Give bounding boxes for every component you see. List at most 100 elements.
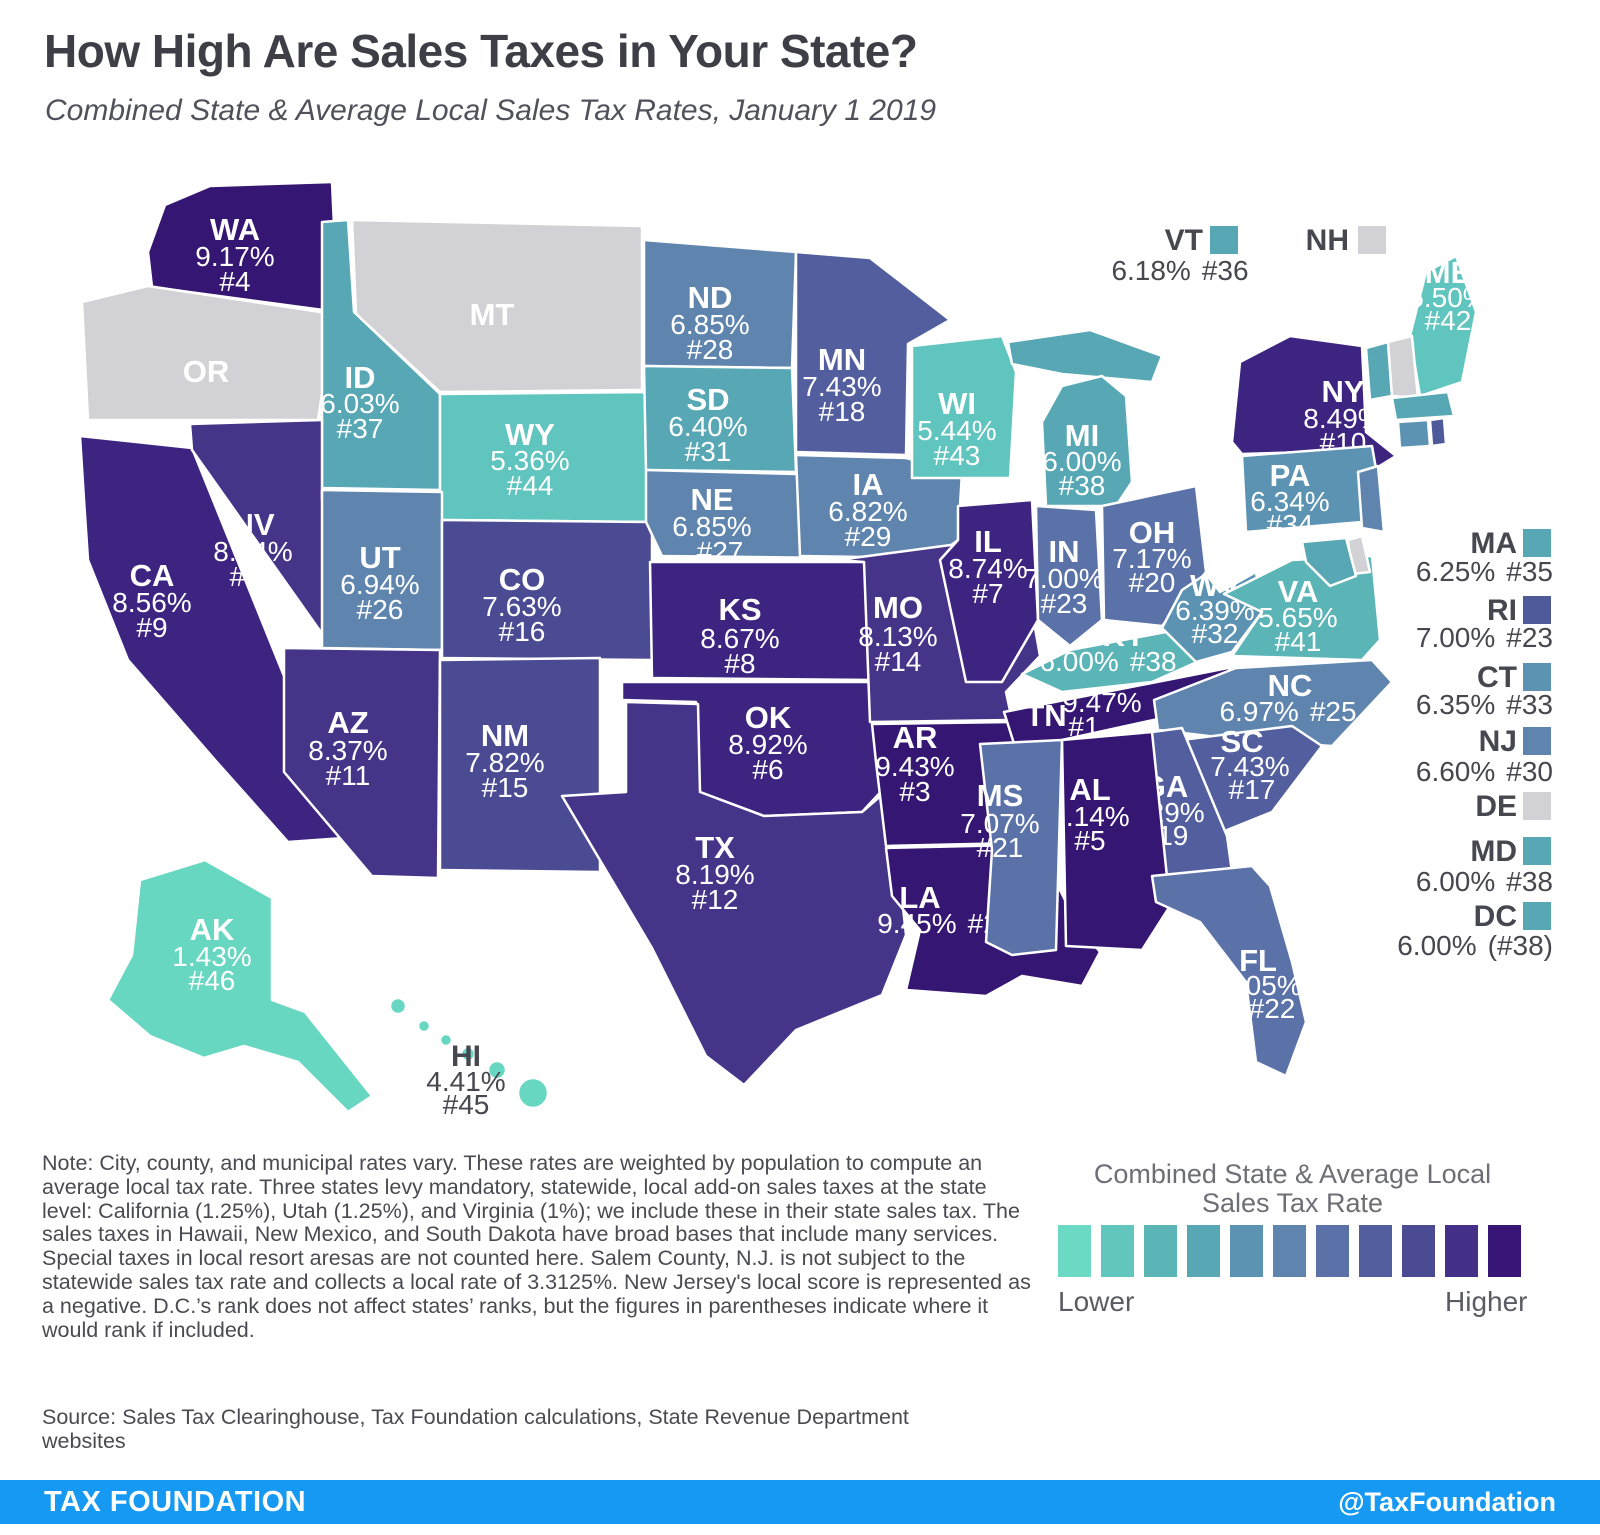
state-pa-rate: 6.34% — [1250, 486, 1329, 517]
state-ms-rank: #21 — [977, 832, 1024, 863]
state-co-abbr: CO — [499, 562, 546, 597]
state-az-abbr: AZ — [327, 705, 368, 740]
state-il-abbr: IL — [974, 524, 1002, 559]
page-title: How High Are Sales Taxes in Your State? — [44, 25, 918, 77]
state-ks: KS 8.67% #8 — [648, 560, 876, 682]
state-wy: WY 5.36% #44 — [438, 390, 654, 524]
state-wy-abbr: WY — [505, 417, 555, 452]
nh-callout-swatch — [1358, 226, 1386, 254]
state-wa: WA 9.17% #4 — [146, 180, 340, 314]
state-la-detail: 9.45% #2 — [877, 908, 999, 939]
list-ri-swatch — [1523, 596, 1551, 624]
list-ct-swatch — [1523, 663, 1551, 691]
note-text: Note: City, county, and municipal rates … — [42, 1151, 1031, 1342]
state-ks-shape — [648, 560, 876, 682]
state-nm-rank: #15 — [482, 772, 529, 803]
state-tx-abbr: TX — [695, 830, 735, 865]
state-nh-shape — [1386, 334, 1420, 400]
state-wa-rank: #4 — [219, 266, 250, 297]
legend-swatch — [1316, 1225, 1349, 1277]
twitter-handle: @TaxFoundation — [1338, 1487, 1556, 1517]
legend-title-line1: Combined State & Average Local — [1093, 1159, 1492, 1189]
state-in-shape — [1034, 504, 1104, 648]
list-md-abbr: MD — [1470, 835, 1517, 868]
state-az-rank: #11 — [326, 760, 371, 791]
state-ny: NY 8.49% #10 — [1230, 334, 1398, 474]
state-hi-island — [516, 1076, 550, 1110]
state-az: AZ 8.37% #11 — [282, 646, 442, 880]
legend-swatch — [1058, 1225, 1091, 1277]
state-ok-rate: 8.92% — [728, 729, 807, 760]
list-nj-swatch — [1523, 727, 1551, 755]
state-il: IL 8.74% #7 — [938, 498, 1040, 684]
state-tn-rate: 9.47% — [1062, 687, 1141, 718]
legend-swatch — [1273, 1225, 1306, 1277]
state-ne-rate: 6.85% — [672, 511, 751, 542]
state-oh-rank: #20 — [1129, 567, 1176, 598]
state-ms-abbr: MS — [977, 778, 1024, 813]
state-co-shape — [440, 518, 654, 662]
state-al-rank: #5 — [1074, 825, 1105, 856]
state-mn-abbr: MN — [818, 342, 866, 377]
state-hi-rate: 4.41% — [426, 1066, 505, 1097]
state-hi-island — [459, 1045, 477, 1063]
legend-swatch — [1101, 1225, 1134, 1277]
state-il-rate: 8.74% — [948, 553, 1027, 584]
page-subtitle: Combined State & Average Local Sales Tax… — [45, 94, 937, 127]
state-sc-rank: #17 — [1229, 774, 1276, 805]
state-ak-shape — [106, 858, 374, 1114]
state-nm-shape — [438, 656, 602, 874]
state-nm: NM 7.82% #15 — [438, 656, 602, 874]
state-nm-rate: 7.82% — [465, 747, 544, 778]
east-coast-legend: MA 6.25% #35 RI 7.00% #23 CT 6.35% #33 NJ 6… — [1397, 527, 1553, 961]
list-ri-abbr: RI — [1487, 594, 1517, 627]
state-wi-rate: 5.44% — [917, 415, 996, 446]
legend-title-line2: Sales Tax Rate — [1201, 1188, 1384, 1218]
vt-callout: VT 6.18% #36 — [1111, 224, 1248, 286]
list-ma-detail: 6.25% #35 — [1416, 556, 1553, 587]
vt-callout-swatch — [1210, 226, 1238, 254]
state-ks-abbr: KS — [718, 592, 761, 627]
state-nc-abbr: NC — [1268, 668, 1313, 703]
state-ca-rank: #9 — [136, 612, 167, 643]
state-ut: UT 6.94% #26 — [320, 488, 444, 652]
state-wa-abbr: WA — [210, 212, 260, 247]
state-in-rate: 7.00% — [1024, 563, 1103, 594]
state-ak-rate: 1.43% — [172, 941, 251, 972]
state-mn-shape — [794, 250, 952, 457]
state-tx-rank: #12 — [692, 884, 739, 915]
state-or-abbr: OR — [183, 354, 230, 389]
state-ny-abbr: NY — [1321, 374, 1364, 409]
state-nc: NC 6.97% #25 — [1152, 658, 1394, 748]
list-ri-detail: 7.00% #23 — [1416, 622, 1553, 653]
state-mt-abbr: MT — [470, 297, 515, 332]
list-nj-detail: 6.60% #30 — [1416, 756, 1553, 787]
state-ut-abbr: UT — [359, 540, 400, 575]
state-hi-rank: #45 — [443, 1089, 490, 1120]
state-fl-rate: 7.05% — [1222, 970, 1301, 1001]
state-nd-rate: 6.85% — [670, 309, 749, 340]
state-nv-rank: #13 — [230, 561, 277, 592]
list-dc-detail: 6.00% (#38) — [1397, 930, 1553, 961]
state-tn-abbr: TN — [1025, 698, 1066, 733]
state-hi-island — [416, 1018, 432, 1034]
state-ny-rate: 8.49% — [1303, 403, 1382, 434]
state-co-rate: 7.63% — [482, 591, 561, 622]
state-ok-rank: #6 — [752, 754, 783, 785]
state-la-abbr: LA — [899, 880, 940, 915]
state-ok-abbr: OK — [745, 700, 792, 735]
state-sd-abbr: SD — [686, 382, 729, 417]
list-ct-detail: 6.35% #33 — [1416, 689, 1553, 720]
state-hi-island — [388, 996, 408, 1016]
state-ms-rate: 7.07% — [960, 808, 1039, 839]
footer-bar: TAX FOUNDATION @TaxFoundation — [0, 1480, 1600, 1524]
list-de-swatch — [1523, 792, 1551, 820]
state-fl: FL 7.05% #22 — [1150, 864, 1308, 1078]
state-va-rank: #41 — [1275, 626, 1322, 657]
state-mi-shape — [1040, 374, 1134, 508]
state-az-rate: 8.37% — [308, 735, 387, 766]
state-ar-rate: 9.43% — [875, 751, 954, 782]
state-va-abbr: VA — [1278, 574, 1319, 609]
state-mn-rate: 7.43% — [802, 371, 881, 402]
